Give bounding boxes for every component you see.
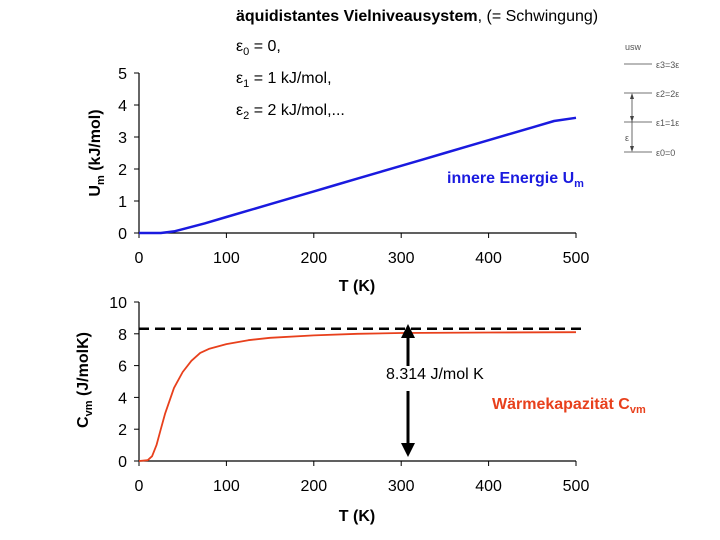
equation-eps0: ε0 = 0,	[236, 38, 281, 59]
spacing-label: ε	[625, 133, 629, 143]
heat-series-line	[138, 331, 577, 462]
arrow-head-down	[401, 443, 415, 457]
heat-axis-ticks: 0 100 200 300 400 500 0 2 4 6 8 10	[109, 295, 589, 495]
energy-x-tick-label: 200	[300, 250, 327, 267]
gas-constant-value: 8.314 J/mol K	[386, 366, 484, 383]
heat-y-axis-title: Cvm (J/molK)	[75, 332, 95, 428]
heat-x-tick-label: 200	[300, 478, 327, 495]
energy-y-axis-title: Um (kJ/mol)	[87, 109, 107, 196]
energy-y-tick-label: 5	[118, 66, 127, 83]
heat-y-tick-label: 10	[109, 295, 127, 312]
energy-x-tick-label: 300	[388, 250, 415, 267]
energy-y-tick-label: 2	[118, 162, 127, 179]
energy-x-tick-label: 100	[213, 250, 240, 267]
inset-title: usw	[625, 42, 642, 52]
energy-x-axis-title: T (K)	[339, 278, 375, 295]
heat-y-tick-label: 4	[118, 390, 127, 407]
title-bold: äquidistantes Vielniveausystem	[236, 8, 478, 25]
title-rest: , (= Schwingung)	[477, 8, 599, 25]
energy-y-tick-label: 0	[118, 226, 127, 243]
energy-curve-label: innere Energie Um	[447, 170, 584, 191]
heat-x-tick-label: 500	[563, 478, 590, 495]
spacing-arrow-head-mid	[630, 116, 634, 122]
equation-eps1: ε1 = 1 kJ/mol,	[236, 70, 332, 91]
heat-x-tick-label: 300	[388, 478, 415, 495]
energy-x-tick-label: 0	[135, 250, 144, 267]
heat-y-tick-label: 6	[118, 359, 127, 376]
energy-level-inset: usw ε3=3ε ε2=2ε ε1=1ε ε0=0 ε	[624, 42, 679, 158]
heat-capacity-chart: 0 100 200 300 400 500 0 2 4 6 8 10 T (K) Cvm (J/mol…	[75, 295, 589, 525]
energy-x-tick-label: 500	[563, 250, 590, 267]
heat-x-tick-label: 100	[213, 478, 240, 495]
energy-y-tick-label: 3	[118, 130, 127, 147]
level-1-label: ε1=1ε	[656, 118, 679, 128]
spacing-arrow-head-down	[630, 146, 634, 152]
energy-chart: 0 100 200 300 400 500 0 1 2 3 4 5 T (K) Um (kJ/mol)	[87, 66, 589, 295]
slide-title: äquidistantes Vielniveausystem, (= Schwi…	[236, 8, 598, 26]
heat-y-tick-label: 8	[118, 327, 127, 344]
level-0-label: ε0=0	[656, 148, 675, 158]
heat-y-tick-label: 2	[118, 422, 127, 439]
heat-y-tick-label: 0	[118, 454, 127, 471]
energy-y-tick-label: 1	[118, 194, 127, 211]
equation-eps2: ε2 = 2 kJ/mol,...	[236, 102, 345, 123]
energy-y-tick-label: 4	[118, 98, 127, 115]
heat-x-axis-title: T (K)	[339, 508, 375, 525]
level-2-label: ε2=2ε	[656, 89, 679, 99]
spacing-arrow-head-up	[630, 93, 634, 99]
heat-capacity-curve-label: Wärmekapazität Cvm	[492, 396, 646, 417]
heat-x-tick-label: 400	[475, 478, 502, 495]
energy-axis-ticks: 0 100 200 300 400 500 0 1 2 3 4 5	[118, 66, 589, 267]
heat-x-tick-label: 0	[135, 478, 144, 495]
arrow-head-up	[401, 324, 415, 338]
level-3-label: ε3=3ε	[656, 60, 679, 70]
energy-series-line	[139, 116, 577, 235]
energy-x-tick-label: 400	[475, 250, 502, 267]
